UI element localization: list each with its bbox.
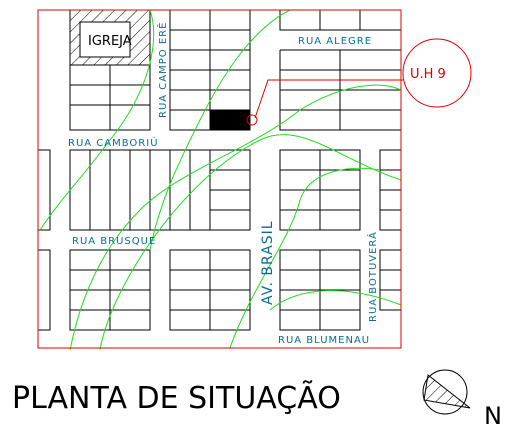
block	[379, 249, 401, 311]
street-label: RUA CAMPO ERÊ	[156, 22, 169, 118]
block	[379, 149, 401, 231]
street-label: RUA BRUSQUE	[72, 236, 156, 247]
street-label: RUA BOTUVERÁ	[366, 231, 379, 322]
avenue-label: AV. BRASIL	[260, 220, 276, 305]
unit-lot	[210, 110, 250, 130]
blocks	[38, 9, 401, 331]
unit-label: U.H 9	[410, 67, 446, 82]
contour-line	[149, 9, 291, 251]
block	[279, 249, 361, 331]
block	[38, 249, 51, 331]
contour-line	[269, 290, 402, 311]
north-arrow	[422, 369, 471, 415]
unit-callout	[402, 38, 472, 108]
callout-leader	[254, 79, 403, 119]
block	[279, 49, 401, 131]
callout-point	[246, 114, 258, 126]
street-label: RUA BLUMENAU	[278, 335, 370, 346]
contour-line	[229, 167, 381, 349]
block	[69, 149, 251, 231]
compass-needle	[423, 374, 471, 409]
contour-line	[99, 134, 402, 351]
contour-line	[39, 9, 155, 231]
block	[69, 64, 151, 131]
site-border	[37, 9, 402, 349]
church-box	[79, 21, 131, 58]
contour-line	[69, 84, 402, 351]
block	[69, 249, 151, 331]
church-label: IGREJA	[88, 34, 132, 49]
block	[169, 249, 251, 331]
block	[38, 149, 51, 231]
drawing-title: PLANTA DE SITUAÇÃO	[12, 380, 341, 416]
north-label: N	[484, 402, 502, 430]
block	[279, 9, 401, 31]
compass-circle	[422, 369, 468, 415]
block	[279, 149, 361, 231]
contours	[39, 9, 402, 351]
street-label: RUA ALEGRE	[298, 36, 372, 47]
street-label: RUA CAMBORIÚ	[68, 136, 159, 149]
